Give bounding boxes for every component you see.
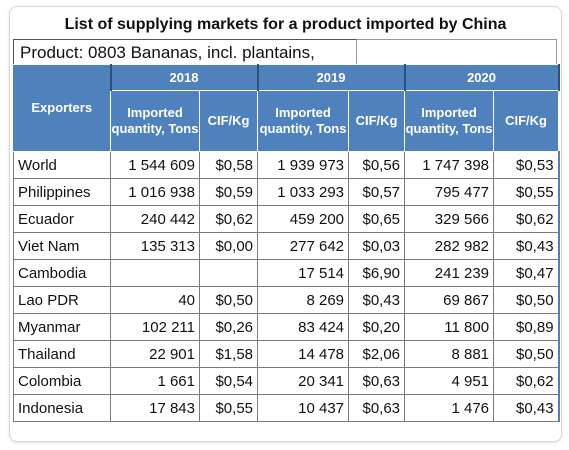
cif-cell: $0,65 <box>348 205 406 233</box>
cif-cell: $0,47 <box>493 259 560 287</box>
table-row: Myanmar 102 211 $0,26 83 424 $0,20 11 800 $0,8… <box>13 313 560 341</box>
exporter-name-cell: Cambodia <box>13 259 111 287</box>
cif-cell: $0,54 <box>198 367 259 395</box>
cif-cell: $0,58 <box>198 151 259 179</box>
quantity-cell: 795 477 <box>404 178 495 206</box>
quantity-cell: 1 476 <box>404 394 495 422</box>
column-header-cif: CIF/Kg <box>198 90 259 152</box>
exporter-name-cell: Thailand <box>13 340 111 368</box>
quantity-cell: 135 313 <box>110 232 200 260</box>
cif-cell: $0,55 <box>198 394 259 422</box>
cif-cell: $0,56 <box>348 151 406 179</box>
quantity-cell: 8 881 <box>404 340 495 368</box>
quantity-cell: 22 901 <box>110 340 200 368</box>
cif-cell: $0,43 <box>493 232 560 260</box>
exporter-name-cell: Philippines <box>13 178 111 206</box>
cif-cell: $0,62 <box>493 367 560 395</box>
cif-cell: $0,57 <box>348 178 406 206</box>
quantity-cell <box>110 259 200 287</box>
cif-cell: $0,63 <box>348 367 406 395</box>
supplying-markets-table: Exporters 2018 2019 2020 Imported quanti… <box>13 64 560 422</box>
quantity-cell: 8 269 <box>257 286 350 314</box>
column-header-quantity: Imported quantity, Tons <box>404 90 495 152</box>
quantity-cell: 17 514 <box>257 259 350 287</box>
exporter-name-cell: Indonesia <box>13 394 111 422</box>
table-row: Cambodia 17 514 $6,90 241 239 $0,47 <box>13 259 560 287</box>
quantity-cell: 1 016 938 <box>110 178 200 206</box>
cif-cell: $0,50 <box>198 286 259 314</box>
exporter-name-cell: World <box>13 151 111 179</box>
cif-cell: $0,62 <box>493 205 560 233</box>
cif-cell: $0,50 <box>493 286 560 314</box>
table-row: Viet Nam 135 313 $0,00 277 642 $0,03 282 982 $… <box>13 232 560 260</box>
exporter-name-cell: Viet Nam <box>13 232 111 260</box>
cif-cell: $0,43 <box>493 394 560 422</box>
cif-cell: $0,20 <box>348 313 406 341</box>
quantity-cell: 241 239 <box>404 259 495 287</box>
cif-cell: $2,06 <box>348 340 406 368</box>
quantity-cell: 17 843 <box>110 394 200 422</box>
column-header-quantity: Imported quantity, Tons <box>110 90 200 152</box>
quantity-cell: 329 566 <box>404 205 495 233</box>
column-header-year-2019: 2019 <box>256 64 406 91</box>
exporter-name-cell: Lao PDR <box>13 286 111 314</box>
product-label-spacer <box>357 39 557 64</box>
cif-cell: $6,90 <box>348 259 406 287</box>
quantity-cell: 4 951 <box>404 367 495 395</box>
cif-cell: $0,26 <box>198 313 259 341</box>
column-header-quantity: Imported quantity, Tons <box>257 90 350 152</box>
exporter-name-cell: Myanmar <box>13 313 111 341</box>
table-row: Indonesia 17 843 $0,55 10 437 $0,63 1 476 $0,4… <box>13 394 560 422</box>
exporter-name-cell: Ecuador <box>13 205 111 233</box>
table-row: Colombia 1 661 $0,54 20 341 $0,63 4 951 $0,62 <box>13 367 560 395</box>
cif-cell: $0,43 <box>348 286 406 314</box>
cif-cell: $0,62 <box>198 205 259 233</box>
cif-cell: $0,00 <box>198 232 259 260</box>
table-card: List of supplying markets for a product … <box>9 6 562 442</box>
table-row: Thailand 22 901 $1,58 14 478 $2,06 8 881 $0,50 <box>13 340 560 368</box>
quantity-cell: 20 341 <box>257 367 350 395</box>
page-title: List of supplying markets for a product … <box>64 16 507 33</box>
quantity-cell: 240 442 <box>110 205 200 233</box>
quantity-cell: 459 200 <box>257 205 350 233</box>
quantity-cell: 40 <box>110 286 200 314</box>
quantity-cell: 11 800 <box>404 313 495 341</box>
cif-cell: $0,50 <box>493 340 560 368</box>
quantity-cell: 69 867 <box>404 286 495 314</box>
column-header-exporters: Exporters <box>13 64 111 152</box>
column-header-cif: CIF/Kg <box>493 90 560 152</box>
quantity-cell: 10 437 <box>257 394 350 422</box>
quantity-cell: 14 478 <box>257 340 350 368</box>
exporter-name-cell: Colombia <box>13 367 111 395</box>
quantity-cell: 1 747 398 <box>404 151 495 179</box>
cif-cell: $1,58 <box>198 340 259 368</box>
table-row: Lao PDR 40 $0,50 8 269 $0,43 69 867 $0,50 <box>13 286 560 314</box>
quantity-cell: 1 939 973 <box>257 151 350 179</box>
quantity-cell: 1 033 293 <box>257 178 350 206</box>
quantity-cell: 277 642 <box>257 232 350 260</box>
quantity-cell: 1 661 <box>110 367 200 395</box>
column-header-year-2020: 2020 <box>403 64 560 91</box>
table-row: Ecuador 240 442 $0,62 459 200 $0,65 329 566 $0… <box>13 205 560 233</box>
table-body: World 1 544 609 $0,58 1 939 973 $0,56 1 747 3… <box>13 151 560 422</box>
cif-cell: $0,63 <box>348 394 406 422</box>
table-row: Philippines 1 016 938 $0,59 1 033 293 $0,57 7… <box>13 178 560 206</box>
cif-cell: $0,53 <box>493 151 560 179</box>
cif-cell: $0,59 <box>198 178 259 206</box>
product-label: Product: 0803 Bananas, incl. plantains, <box>13 39 357 64</box>
table-row: World 1 544 609 $0,58 1 939 973 $0,56 1 747 3… <box>13 151 560 179</box>
cif-cell: $0,55 <box>493 178 560 206</box>
column-header-year-2018: 2018 <box>109 64 259 91</box>
cif-cell: $0,03 <box>348 232 406 260</box>
quantity-cell: 1 544 609 <box>110 151 200 179</box>
column-header-cif: CIF/Kg <box>348 90 406 152</box>
quantity-cell: 282 982 <box>404 232 495 260</box>
quantity-cell: 83 424 <box>257 313 350 341</box>
quantity-cell: 102 211 <box>110 313 200 341</box>
cif-cell <box>198 259 259 287</box>
cif-cell: $0,89 <box>493 313 560 341</box>
